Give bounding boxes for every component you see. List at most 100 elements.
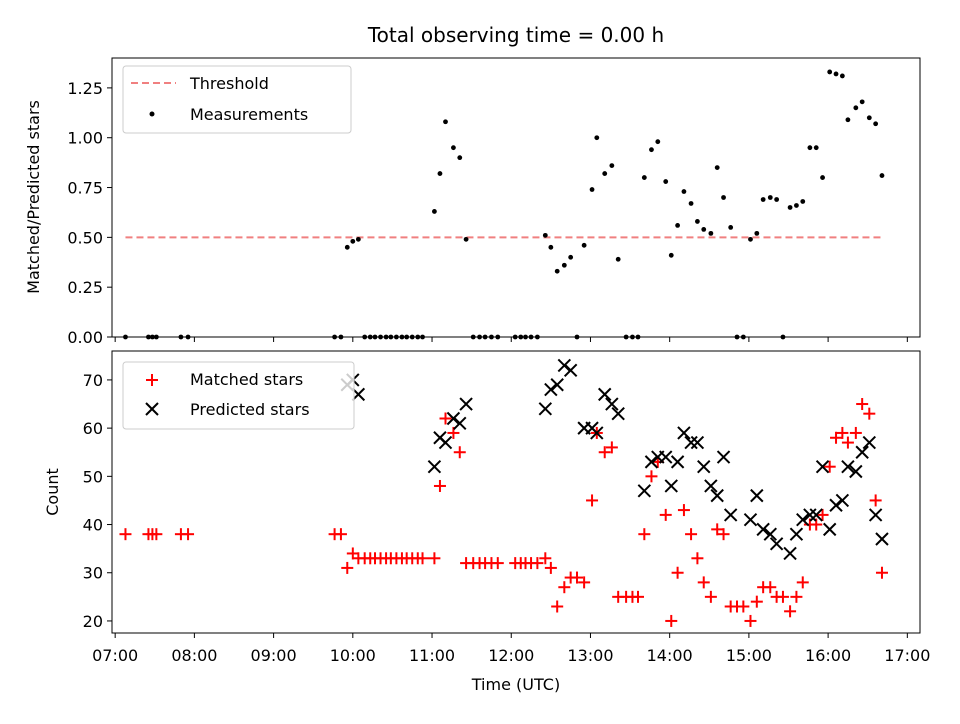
measurement-point	[178, 334, 184, 340]
measurement-point	[443, 119, 448, 125]
matched-point	[598, 446, 611, 459]
measurement-point	[695, 219, 700, 224]
measurement-point	[866, 115, 872, 121]
predicted-point	[789, 527, 804, 541]
matched-point	[182, 528, 195, 541]
matched-point	[433, 479, 446, 492]
bottom-x-tick-label: 11:00	[409, 646, 455, 665]
measurement-point	[482, 334, 488, 340]
measurement-point	[477, 334, 482, 340]
measurement-point	[594, 135, 600, 141]
predicted-point	[611, 406, 625, 421]
bottom-y-tick-label: 40	[83, 516, 103, 535]
matched-point	[863, 407, 876, 420]
measurement-point	[388, 334, 394, 340]
measurement-point	[420, 334, 425, 340]
measurement-point	[123, 334, 128, 340]
matched-point	[685, 528, 698, 541]
matched-point	[841, 436, 854, 449]
predicted-point	[598, 387, 612, 402]
measurement-point	[701, 226, 707, 232]
predicted-point	[677, 426, 691, 440]
matched-point	[869, 494, 882, 507]
measurement-point	[518, 334, 524, 340]
bottom-y-tick-label: 30	[83, 564, 103, 583]
measurement-point	[873, 121, 879, 127]
predicted-point	[670, 455, 685, 469]
measurement-point	[734, 334, 740, 340]
measurement-point	[150, 334, 155, 340]
legend-predicted-swatch	[145, 402, 159, 416]
measurement-point	[879, 173, 885, 178]
measurement-point	[609, 163, 615, 169]
measurement-point	[489, 334, 494, 340]
measurement-point	[623, 334, 629, 340]
measurement-point	[774, 197, 780, 202]
matched-point	[737, 600, 750, 613]
top-panel: 0.00 0.25 0.50 0.75 1.00 1.25 Matched/Predict…	[24, 57, 921, 347]
matched-point	[711, 523, 724, 536]
predicted-point	[796, 513, 810, 527]
matched-point	[491, 557, 504, 570]
measurement-point	[663, 179, 669, 184]
matched-point	[558, 581, 571, 594]
matched-point	[659, 508, 672, 521]
legend-matched-swatch	[146, 374, 158, 386]
measurement-point	[451, 145, 456, 151]
measurement-point	[787, 205, 793, 210]
matched-point	[796, 576, 809, 589]
matched-point	[631, 590, 644, 603]
predicted-point	[446, 411, 461, 426]
measurement-point	[415, 334, 421, 340]
top-series	[123, 69, 885, 340]
predicted-point	[862, 435, 877, 450]
matched-point	[605, 441, 618, 454]
measurement-point	[853, 105, 859, 111]
measurement-point	[561, 262, 567, 268]
legend-matched-label: Matched stars	[190, 370, 303, 389]
predicted-point	[684, 435, 698, 450]
bottom-x-tick-label: 09:00	[251, 646, 297, 665]
measurement-point	[528, 334, 534, 340]
matched-point	[677, 504, 690, 517]
measurement-point	[185, 334, 191, 340]
measurement-point	[708, 230, 714, 236]
matched-point	[578, 576, 591, 589]
measurement-point	[589, 187, 595, 192]
predicted-point	[557, 358, 572, 373]
predicted-point	[550, 378, 564, 392]
measurement-point	[542, 232, 548, 238]
matched-point	[439, 412, 452, 425]
measurement-point	[845, 117, 851, 123]
measurement-point	[602, 171, 608, 176]
matched-point	[428, 552, 441, 565]
measurement-point	[748, 236, 753, 242]
predicted-point	[841, 459, 855, 474]
matched-point	[544, 561, 557, 574]
matched-point	[790, 590, 803, 603]
measurement-point	[794, 203, 799, 208]
predicted-point	[563, 363, 578, 377]
measurement-point	[635, 334, 641, 340]
predicted-point	[538, 402, 553, 416]
measurement-point	[630, 334, 635, 340]
chart-title: Total observing time = 0.00 h	[367, 23, 664, 47]
predicted-point	[875, 532, 889, 546]
measurement-point	[432, 209, 437, 214]
legend-measurements-swatch	[149, 111, 155, 117]
predicted-point	[815, 459, 830, 474]
predicted-point	[835, 493, 850, 508]
bottom-y-tick-label: 70	[83, 371, 103, 390]
bottom-x-axis-label: Time (UTC)	[471, 675, 560, 694]
top-y-tick-label: 0.00	[67, 328, 103, 347]
matched-point	[341, 561, 354, 574]
top-y-tick-label: 1.25	[67, 79, 103, 98]
predicted-point	[438, 435, 453, 450]
measurement-point	[615, 256, 621, 262]
measurement-point	[399, 334, 405, 340]
legend-measurements-label: Measurements	[190, 105, 308, 124]
matched-point	[830, 431, 843, 444]
measurement-point	[523, 334, 528, 340]
measurement-point	[409, 334, 415, 340]
